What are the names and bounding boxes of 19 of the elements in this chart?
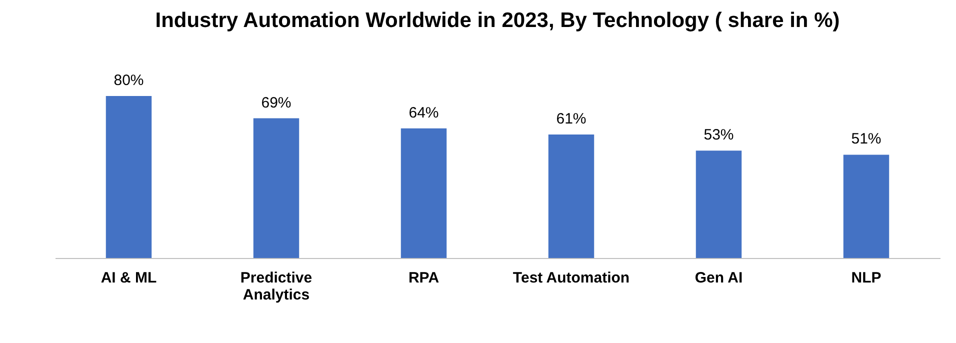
x-tick-label: AI & ML bbox=[100, 270, 157, 286]
bar bbox=[253, 118, 300, 258]
x-tick-label: RPA bbox=[408, 270, 440, 286]
data-label: 61% bbox=[556, 110, 586, 128]
x-tick-label: Predictive Analytics bbox=[240, 270, 312, 304]
x-tick-label: Test Automation bbox=[512, 270, 630, 286]
data-label: 64% bbox=[408, 104, 439, 122]
bar bbox=[548, 134, 594, 258]
bar bbox=[106, 96, 152, 258]
data-label: 53% bbox=[704, 126, 734, 144]
bar bbox=[400, 128, 447, 258]
data-label: 69% bbox=[261, 94, 292, 112]
bar bbox=[843, 154, 890, 258]
chart-title: Industry Automation Worldwide in 2023, By Technology ( share in %) bbox=[155, 9, 840, 32]
data-label: 80% bbox=[114, 72, 144, 89]
bar bbox=[696, 150, 742, 258]
x-tick-label: Gen AI bbox=[694, 270, 743, 286]
data-label: 51% bbox=[851, 130, 882, 148]
x-tick-label: NLP bbox=[851, 270, 882, 286]
